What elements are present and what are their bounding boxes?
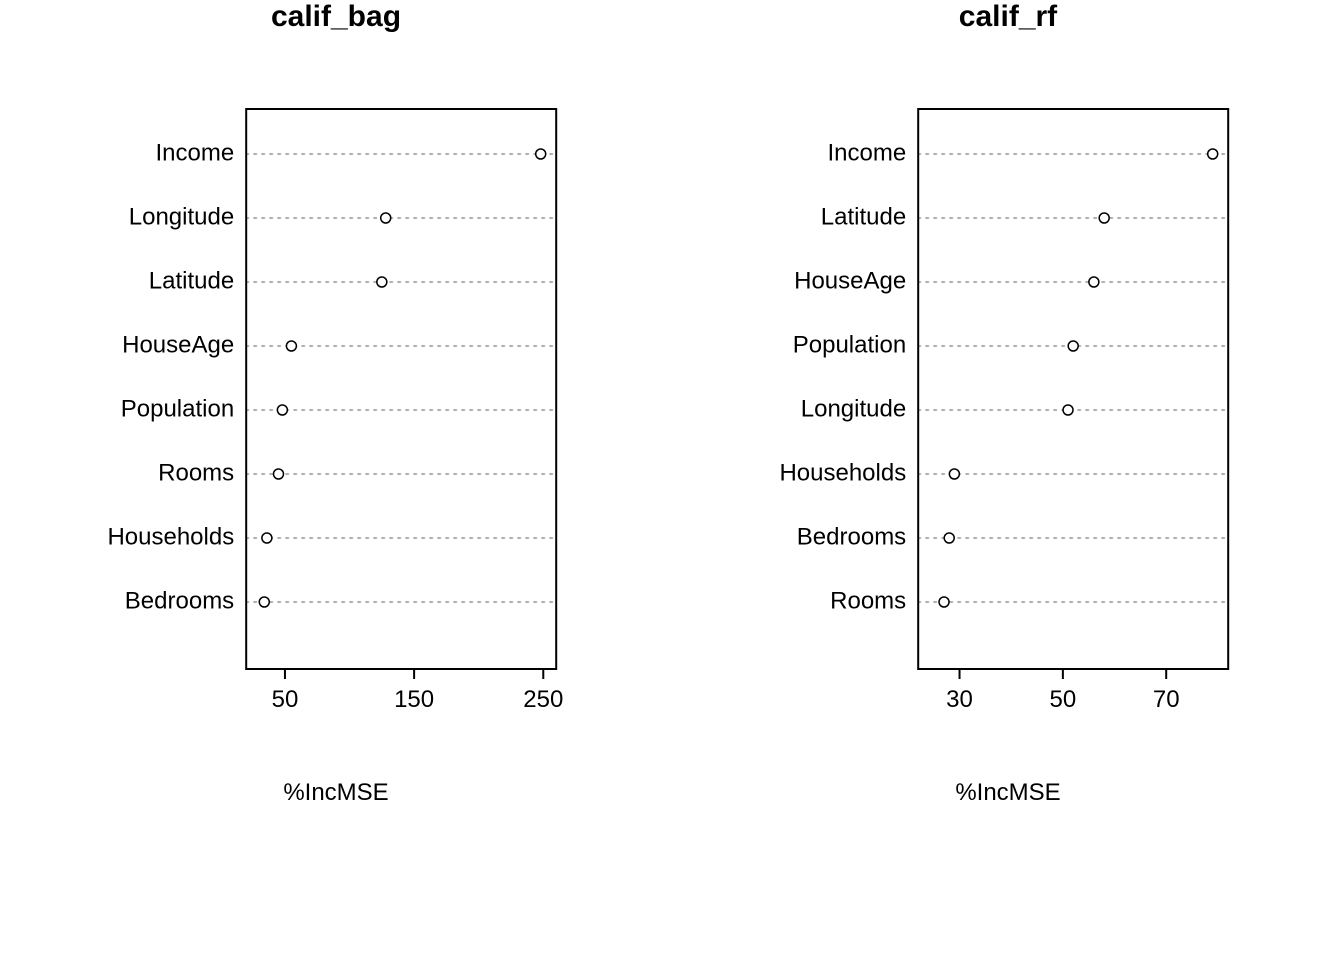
data-point (1063, 405, 1073, 415)
y-axis-label: Population (121, 395, 234, 422)
data-point (939, 597, 949, 607)
data-point (536, 149, 546, 159)
data-point (1069, 341, 1079, 351)
data-point (287, 341, 297, 351)
plot-border (919, 109, 1229, 669)
data-point (1089, 277, 1099, 287)
y-axis-label: Bedrooms (125, 587, 234, 614)
data-point (945, 533, 955, 543)
data-point (950, 469, 960, 479)
chart-container: calif_bag Income Longitude Latitude HouseAg… (0, 0, 1344, 960)
y-axis-label: Latitude (821, 203, 906, 230)
x-tick-label: 50 (272, 686, 299, 713)
x-tick-label: 70 (1153, 686, 1180, 713)
data-point (381, 213, 391, 223)
panel-calif-bag: calif_bag Income Longitude Latitude HouseAg… (95, 0, 576, 807)
y-axis-label: Longitude (129, 203, 234, 230)
data-point (260, 597, 270, 607)
y-axis-label: Income (828, 139, 907, 166)
y-axis-label: Bedrooms (797, 523, 906, 550)
y-axis-label: Income (156, 139, 235, 166)
y-axis-label: Households (780, 459, 907, 486)
x-tick-label: 250 (524, 686, 564, 713)
data-point (377, 277, 387, 287)
x-tick-label: 30 (947, 686, 974, 713)
y-axis-label: HouseAge (123, 331, 235, 358)
panel-svg: Income Longitude Latitude HouseAge Populatio… (95, 89, 576, 719)
data-point (262, 533, 272, 543)
data-point (274, 469, 284, 479)
y-axis-label: HouseAge (795, 267, 907, 294)
y-axis-label: Households (108, 523, 235, 550)
panel-svg: Income Latitude HouseAge Population Longitud… (767, 89, 1248, 719)
panel-title: calif_rf (959, 0, 1057, 34)
x-tick-label: 150 (394, 686, 434, 713)
data-point (278, 405, 288, 415)
panel-xlabel: %IncMSE (283, 779, 388, 807)
data-point (1208, 149, 1218, 159)
x-tick-label: 50 (1050, 686, 1077, 713)
panel-calif-rf: calif_rf Income Latitude HouseAge Populatio… (767, 0, 1248, 807)
y-axis-label: Longitude (801, 395, 906, 422)
data-point (1100, 213, 1110, 223)
y-axis-label: Population (793, 331, 906, 358)
y-axis-label: Rooms (159, 459, 235, 486)
panel-xlabel: %IncMSE (955, 779, 1060, 807)
y-axis-label: Rooms (831, 587, 907, 614)
panel-title: calif_bag (271, 0, 401, 34)
y-axis-label: Latitude (149, 267, 234, 294)
plot-border (247, 109, 557, 669)
